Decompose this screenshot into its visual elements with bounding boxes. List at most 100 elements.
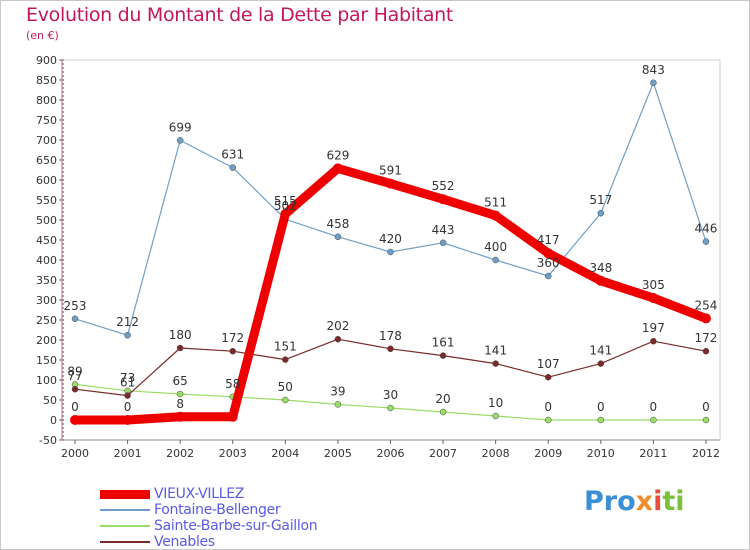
y-tick-label: 800 — [36, 94, 57, 107]
data-point-venables — [650, 337, 657, 345]
data-label-vieux-villez: 552 — [432, 179, 455, 193]
data-point-venables — [176, 344, 184, 352]
data-label-venables: 172 — [221, 331, 244, 345]
x-tick-label: 2004 — [271, 447, 299, 460]
data-label-fontaine-bellenger: 502 — [274, 199, 297, 213]
chart-title: Evolution du Montant de la Dette par Hab… — [26, 4, 454, 26]
data-point-venables — [334, 335, 342, 343]
data-label-sainte-barbe-sur-gaillon: 89 — [67, 364, 82, 378]
data-label-sainte-barbe-sur-gaillon: 0 — [544, 400, 552, 414]
x-tick-label: 2008 — [482, 447, 510, 460]
data-label-sainte-barbe-sur-gaillon: 0 — [650, 400, 658, 414]
data-point-sainte-barbe-sur-gaillon — [282, 396, 289, 404]
x-tick-label: 2011 — [639, 447, 667, 460]
x-tick-label: 2012 — [692, 447, 720, 460]
data-label-venables: 178 — [379, 329, 402, 343]
y-tick-label: 500 — [36, 214, 57, 227]
legend: VIEUX-VILLEZ Fontaine-Bellenger Sainte-B… — [100, 486, 318, 550]
data-point-vieux-villez — [490, 210, 501, 221]
data-point-sainte-barbe-sur-gaillon — [176, 390, 184, 398]
data-label-fontaine-bellenger: 400 — [484, 240, 507, 254]
data-point-venables — [124, 392, 131, 399]
data-label-fontaine-bellenger: 253 — [64, 299, 87, 313]
data-point-venables — [597, 360, 605, 367]
y-tick-label: 300 — [36, 294, 57, 307]
data-point-fontaine-bellenger — [597, 209, 605, 217]
y-tick-label: 650 — [36, 154, 57, 167]
data-label-sainte-barbe-sur-gaillon: 58 — [225, 377, 240, 391]
data-point-venables — [492, 360, 499, 367]
data-point-vieux-villez — [438, 194, 449, 205]
data-point-fontaine-bellenger — [387, 248, 394, 256]
data-point-venables — [702, 347, 710, 355]
legend-item-sainte-barbe[interactable]: Sainte-Barbe-sur-Gaillon — [100, 518, 318, 534]
data-point-sainte-barbe-sur-gaillon — [702, 416, 710, 424]
legend-label-fontaine-bellenger: Fontaine-Bellenger — [154, 502, 281, 518]
data-label-sainte-barbe-sur-gaillon: 0 — [702, 400, 710, 414]
data-point-venables — [439, 352, 447, 359]
data-point-fontaine-bellenger — [124, 331, 131, 339]
data-point-vieux-villez — [385, 178, 396, 189]
data-point-fontaine-bellenger — [176, 137, 184, 144]
data-point-venables — [282, 356, 289, 363]
data-point-sainte-barbe-sur-gaillon — [597, 416, 605, 424]
y-tick-label: 400 — [36, 254, 57, 267]
data-label-sainte-barbe-sur-gaillon: 30 — [383, 388, 398, 402]
data-point-vieux-villez — [70, 415, 80, 425]
chart-subtitle: (en €) — [26, 29, 59, 42]
data-label-vieux-villez: 305 — [642, 278, 665, 292]
data-label-vieux-villez: 417 — [537, 233, 560, 247]
data-point-fontaine-bellenger — [702, 238, 710, 245]
data-label-sainte-barbe-sur-gaillon: 20 — [435, 392, 450, 406]
data-label-fontaine-bellenger: 446 — [695, 222, 718, 236]
data-label-fontaine-bellenger: 631 — [221, 148, 244, 162]
data-label-venables: 141 — [589, 344, 612, 358]
x-tick-label: 2006 — [376, 447, 404, 460]
legend-item-fontaine-bellenger[interactable]: Fontaine-Bellenger — [100, 502, 317, 518]
data-point-venables — [544, 373, 552, 381]
y-tick-label: 600 — [36, 174, 57, 187]
data-label-vieux-villez: 0 — [71, 400, 79, 414]
data-point-sainte-barbe-sur-gaillon — [439, 408, 447, 416]
legend-swatch-sainte-barbe — [100, 525, 150, 527]
data-label-venables: 77 — [67, 369, 82, 383]
data-label-venables: 61 — [120, 376, 135, 390]
data-point-fontaine-bellenger — [229, 164, 236, 171]
data-point-fontaine-bellenger — [334, 233, 342, 241]
y-tick-label: 450 — [36, 234, 57, 247]
y-tick-label: 850 — [36, 74, 57, 87]
x-tick-label: 2007 — [429, 447, 457, 460]
data-label-fontaine-bellenger: 443 — [432, 223, 455, 237]
data-label-venables: 107 — [537, 357, 560, 371]
data-label-fontaine-bellenger: 360 — [537, 256, 560, 270]
y-tick-label: 150 — [36, 354, 57, 367]
data-point-sainte-barbe-sur-gaillon — [334, 401, 342, 408]
data-label-vieux-villez: 8 — [176, 397, 184, 411]
data-label-fontaine-bellenger: 458 — [326, 217, 349, 231]
data-label-vieux-villez: 254 — [695, 298, 718, 312]
data-point-vieux-villez — [227, 411, 238, 422]
data-label-vieux-villez: 0 — [124, 400, 132, 414]
y-tick-label: 250 — [36, 314, 57, 327]
legend-swatch-vieux-villez — [100, 489, 150, 499]
data-label-fontaine-bellenger: 517 — [589, 193, 612, 207]
data-point-vieux-villez — [595, 275, 606, 286]
data-label-venables: 141 — [484, 344, 507, 358]
data-point-fontaine-bellenger — [650, 79, 657, 87]
data-label-vieux-villez: 511 — [484, 196, 507, 210]
data-label-fontaine-bellenger: 420 — [379, 232, 402, 246]
data-label-venables: 172 — [695, 331, 718, 345]
data-label-fontaine-bellenger: 212 — [116, 315, 139, 329]
data-point-vieux-villez — [700, 313, 711, 324]
y-tick-label: 550 — [36, 194, 57, 207]
data-point-vieux-villez — [648, 293, 659, 303]
x-tick-label: 2009 — [534, 447, 562, 460]
legend-item-venables[interactable]: Venables — [100, 534, 317, 550]
x-tick-label: 2001 — [114, 447, 142, 460]
data-point-vieux-villez — [543, 248, 554, 259]
legend-item-vieux-villez[interactable]: VIEUX-VILLEZ — [100, 486, 317, 502]
proxiti-logo: Proxiti — [584, 486, 685, 517]
y-tick-label: 50 — [43, 394, 57, 407]
